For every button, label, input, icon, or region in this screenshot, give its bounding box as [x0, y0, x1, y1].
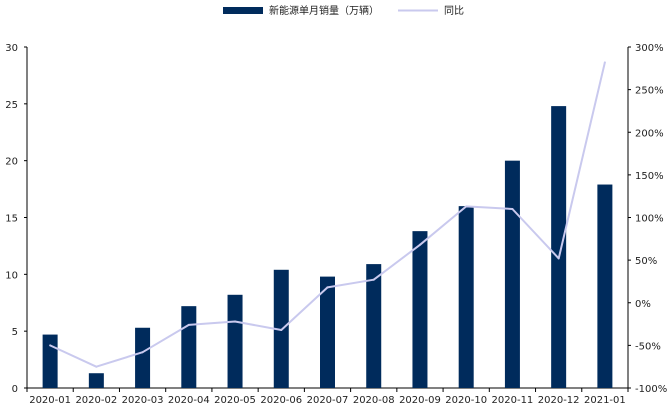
- x-tick-label: 2020-08: [353, 395, 395, 406]
- y-left-tick-label: 30: [5, 43, 18, 54]
- bar: [42, 334, 58, 388]
- y-right-tick-label: 200%: [635, 128, 664, 139]
- bar: [597, 184, 613, 388]
- x-tick-label: 2020-03: [122, 395, 164, 406]
- bar-series: [42, 106, 613, 389]
- line-point: [372, 278, 375, 281]
- x-tick-label: 2020-11: [492, 395, 534, 406]
- bar: [320, 276, 335, 388]
- x-tick-label: 2020-09: [399, 395, 441, 406]
- x-tick-label: 2020-05: [214, 395, 256, 406]
- bar: [88, 373, 104, 388]
- line-point: [465, 205, 468, 208]
- y-right-tick-label: 300%: [635, 43, 664, 54]
- bar: [412, 231, 428, 388]
- line-series: [49, 61, 606, 368]
- x-axis-labels: 2020-01 2020-02 2020-03 2020-04 2020-05 2020-…: [29, 395, 626, 406]
- line-point: [187, 323, 190, 326]
- line-point: [557, 257, 560, 260]
- x-tick-label: 2020-07: [307, 395, 349, 406]
- x-tick-label: 2020-10: [445, 395, 487, 406]
- x-tick-label: 2020-06: [260, 395, 302, 406]
- x-tick-label: 2020-01: [29, 395, 71, 406]
- y-right-tick-label: 150%: [635, 171, 664, 182]
- y-left-tick-label: 25: [5, 100, 18, 111]
- bar: [366, 264, 382, 388]
- y-right-tick-label: -50%: [635, 341, 661, 352]
- y-left-tick-label: 0: [12, 384, 18, 395]
- bar: [504, 160, 520, 388]
- legend-line-label: 同比: [444, 5, 464, 17]
- y-left-tick-label: 5: [12, 327, 18, 338]
- line-point: [511, 207, 514, 210]
- x-tick-label: 2020-12: [538, 395, 580, 406]
- x-tick-label: 2021-01: [584, 395, 626, 406]
- line-point: [141, 351, 144, 354]
- axes: 0 5 10 15 20 25 30 -100% -50% 0% 50% 100% 150% 200% 25…: [5, 43, 667, 395]
- y-left-tick-label: 15: [5, 214, 18, 225]
- y-right-tick-label: 100%: [635, 214, 664, 225]
- line-point: [95, 365, 98, 368]
- x-tick-label: 2020-04: [168, 395, 210, 406]
- bar: [135, 327, 151, 388]
- y-right-tick-label: 250%: [635, 86, 664, 97]
- line-point: [234, 320, 237, 323]
- line-point: [326, 286, 329, 289]
- line-point: [49, 344, 52, 347]
- x-tick-label: 2020-02: [75, 395, 117, 406]
- y-right-tick-label: 50%: [635, 256, 657, 267]
- line-point: [603, 61, 606, 64]
- line-point: [280, 329, 283, 332]
- y-left-tick-label: 10: [5, 270, 18, 281]
- bar: [181, 306, 197, 388]
- legend-bar-swatch: [223, 7, 263, 14]
- bar: [227, 294, 243, 388]
- y-left-tick-label: 20: [5, 157, 18, 168]
- legend-bar-label: 新能源单月销量（万辆）: [269, 4, 379, 17]
- bar: [551, 106, 567, 389]
- y-right-tick-label: 0%: [635, 299, 651, 310]
- legend: 新能源单月销量（万辆） 同比: [223, 4, 464, 17]
- bar: [458, 206, 474, 388]
- line-point: [418, 243, 421, 246]
- y-right-tick-label: -100%: [635, 384, 667, 395]
